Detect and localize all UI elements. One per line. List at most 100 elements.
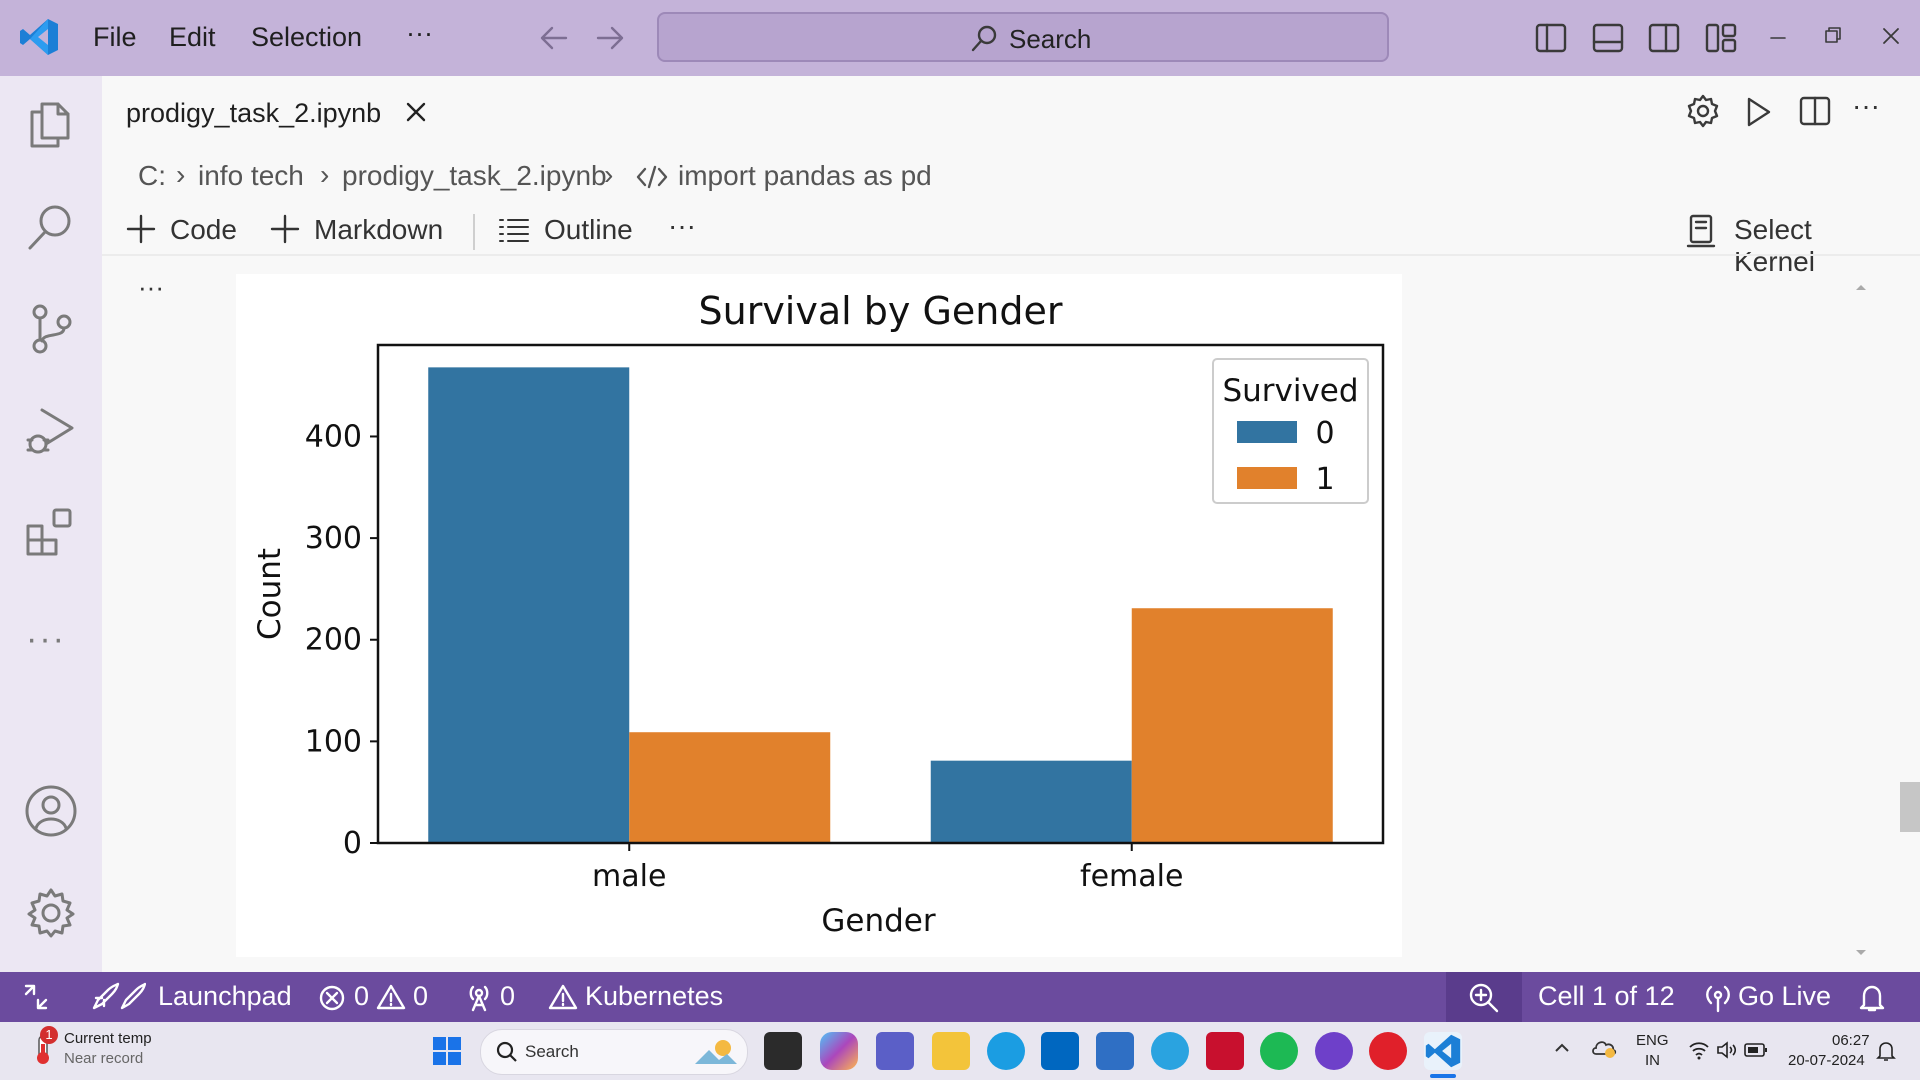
cell-output-more-icon[interactable]: ··· bbox=[138, 272, 164, 302]
microsoft-store-icon[interactable] bbox=[1041, 1032, 1079, 1070]
mcafee-icon[interactable] bbox=[1206, 1032, 1244, 1070]
menu-selection[interactable]: Selection bbox=[251, 22, 363, 52]
edge-icon[interactable] bbox=[987, 1032, 1025, 1070]
search-icon bbox=[496, 1041, 517, 1062]
teams-icon[interactable] bbox=[876, 1032, 914, 1070]
ports-broadcast-icon bbox=[464, 982, 494, 1012]
file-explorer-icon[interactable] bbox=[932, 1032, 970, 1070]
legend-label: 0 bbox=[1315, 416, 1334, 451]
plus-icon bbox=[126, 214, 156, 244]
scroll-down-arrow-icon[interactable] bbox=[1854, 948, 1868, 958]
tab-close-icon[interactable] bbox=[404, 100, 428, 124]
plus-icon bbox=[270, 214, 300, 244]
windows-start-icon[interactable] bbox=[432, 1036, 462, 1066]
breadcrumb-drive[interactable]: C: bbox=[138, 160, 166, 191]
show-hidden-icons-chevron-icon[interactable] bbox=[1552, 1038, 1572, 1058]
bar-male-survived-1 bbox=[629, 732, 831, 843]
search-view-icon[interactable] bbox=[24, 200, 78, 254]
task-view-icon[interactable] bbox=[764, 1032, 802, 1070]
spotify-icon[interactable] bbox=[1260, 1032, 1298, 1070]
customize-layout-icon[interactable] bbox=[1705, 22, 1737, 54]
toggle-secondary-sidebar-icon[interactable] bbox=[1648, 22, 1680, 54]
breadcrumb-folder[interactable]: info tech bbox=[198, 160, 304, 191]
run-all-icon[interactable] bbox=[1743, 96, 1773, 128]
x-axis-label: Gender bbox=[821, 903, 935, 939]
more-views-icon[interactable]: ··· bbox=[26, 620, 66, 658]
breadcrumb-separator-icon: › bbox=[320, 159, 330, 190]
legend-label: 1 bbox=[1315, 462, 1334, 497]
clock-date[interactable]: 20-07-2024 bbox=[1788, 1052, 1865, 1069]
toolbar-more-icon[interactable]: ··· bbox=[668, 210, 696, 241]
tab-title[interactable]: prodigy_task_2.ipynb bbox=[126, 98, 382, 128]
toggle-panel-icon[interactable] bbox=[1592, 22, 1624, 54]
kernel-server-icon bbox=[1686, 214, 1716, 248]
kubernetes-warning-icon bbox=[548, 983, 578, 1011]
command-search-box[interactable]: Search bbox=[657, 12, 1389, 62]
menu-edit[interactable]: Edit bbox=[169, 22, 216, 52]
scroll-up-arrow-icon[interactable] bbox=[1854, 282, 1868, 292]
copilot-icon[interactable] bbox=[820, 1032, 858, 1070]
go-live-label[interactable]: Go Live bbox=[1738, 981, 1832, 1011]
language-region[interactable]: IN bbox=[1645, 1052, 1660, 1069]
mylio-icon[interactable] bbox=[1096, 1032, 1134, 1070]
warning-count[interactable]: 0 bbox=[413, 981, 429, 1011]
run-and-debug-icon[interactable] bbox=[24, 404, 78, 458]
launchpad-label[interactable]: Launchpad bbox=[158, 981, 292, 1011]
search-highlight-icon bbox=[695, 1040, 737, 1064]
zoom-button[interactable] bbox=[1446, 972, 1522, 1022]
title-bar: File Edit Selection ··· Search bbox=[0, 0, 1920, 76]
add-markdown-label: Markdown bbox=[314, 214, 444, 245]
taskbar-search-box[interactable]: Search bbox=[480, 1029, 748, 1075]
notifications-bell-icon[interactable] bbox=[1858, 983, 1886, 1013]
breadcrumb-separator-icon: › bbox=[604, 159, 614, 190]
select-kernel-label: Select Kernel bbox=[1734, 214, 1815, 277]
chart-title: Survival by Gender bbox=[698, 289, 1062, 333]
close-window-icon[interactable] bbox=[1881, 26, 1901, 46]
cell-position[interactable]: Cell 1 of 12 bbox=[1538, 981, 1675, 1011]
menu-file[interactable]: File bbox=[93, 22, 137, 52]
menu-more[interactable]: ··· bbox=[406, 18, 433, 48]
notebook-settings-gear-icon[interactable] bbox=[1686, 94, 1720, 128]
y-axis-label: Count bbox=[252, 548, 288, 640]
breadcrumb-symbol[interactable]: import pandas as pd bbox=[678, 160, 932, 191]
explorer-icon[interactable] bbox=[24, 98, 78, 152]
x-tick-label: male bbox=[592, 859, 666, 894]
toggle-primary-sidebar-icon[interactable] bbox=[1535, 22, 1567, 54]
error-count[interactable]: 0 bbox=[354, 981, 370, 1011]
messenger-icon[interactable] bbox=[1151, 1032, 1189, 1070]
onedrive-icon[interactable] bbox=[1590, 1036, 1618, 1060]
bar-male-survived-0 bbox=[428, 367, 630, 843]
language-code[interactable]: ENG bbox=[1636, 1032, 1669, 1049]
minimize-icon[interactable] bbox=[1768, 28, 1788, 48]
accounts-icon[interactable] bbox=[24, 784, 78, 838]
vscode-taskbar-icon[interactable] bbox=[1424, 1032, 1462, 1070]
github-desktop-icon[interactable] bbox=[1315, 1032, 1353, 1070]
extensions-icon[interactable] bbox=[24, 506, 78, 560]
legend-swatch-0 bbox=[1237, 421, 1297, 443]
split-editor-icon[interactable] bbox=[1799, 95, 1831, 127]
bar-female-survived-0 bbox=[930, 760, 1132, 843]
vscode-logo-icon bbox=[18, 16, 60, 58]
volume-icon[interactable] bbox=[1716, 1040, 1738, 1060]
wifi-icon[interactable] bbox=[1688, 1040, 1710, 1060]
battery-icon[interactable] bbox=[1744, 1042, 1768, 1058]
clock-time[interactable]: 06:27 bbox=[1832, 1032, 1870, 1049]
toolbar-divider bbox=[473, 214, 475, 250]
ports-count[interactable]: 0 bbox=[500, 981, 516, 1011]
plot-frame bbox=[376, 343, 1385, 845]
source-control-icon[interactable] bbox=[24, 302, 78, 356]
editor-more-actions-icon[interactable]: ··· bbox=[1852, 90, 1880, 121]
taskbar-search-label: Search bbox=[525, 1042, 579, 1061]
back-arrow-icon[interactable] bbox=[538, 24, 570, 52]
forward-arrow-icon[interactable] bbox=[594, 24, 626, 52]
manage-gear-icon[interactable] bbox=[24, 886, 78, 940]
restore-icon[interactable] bbox=[1823, 26, 1843, 46]
kubernetes-label[interactable]: Kubernetes bbox=[585, 981, 724, 1011]
weather-title[interactable]: Current temp bbox=[64, 1030, 152, 1047]
breadcrumb-file[interactable]: prodigy_task_2.ipynb bbox=[342, 160, 607, 191]
taskbar-notifications-bell-icon[interactable] bbox=[1876, 1040, 1896, 1062]
vertical-scrollbar-thumb[interactable] bbox=[1900, 782, 1920, 832]
search-label: Search bbox=[1009, 24, 1092, 54]
remote-window-icon[interactable] bbox=[22, 984, 50, 1010]
opera-icon[interactable] bbox=[1369, 1032, 1407, 1070]
